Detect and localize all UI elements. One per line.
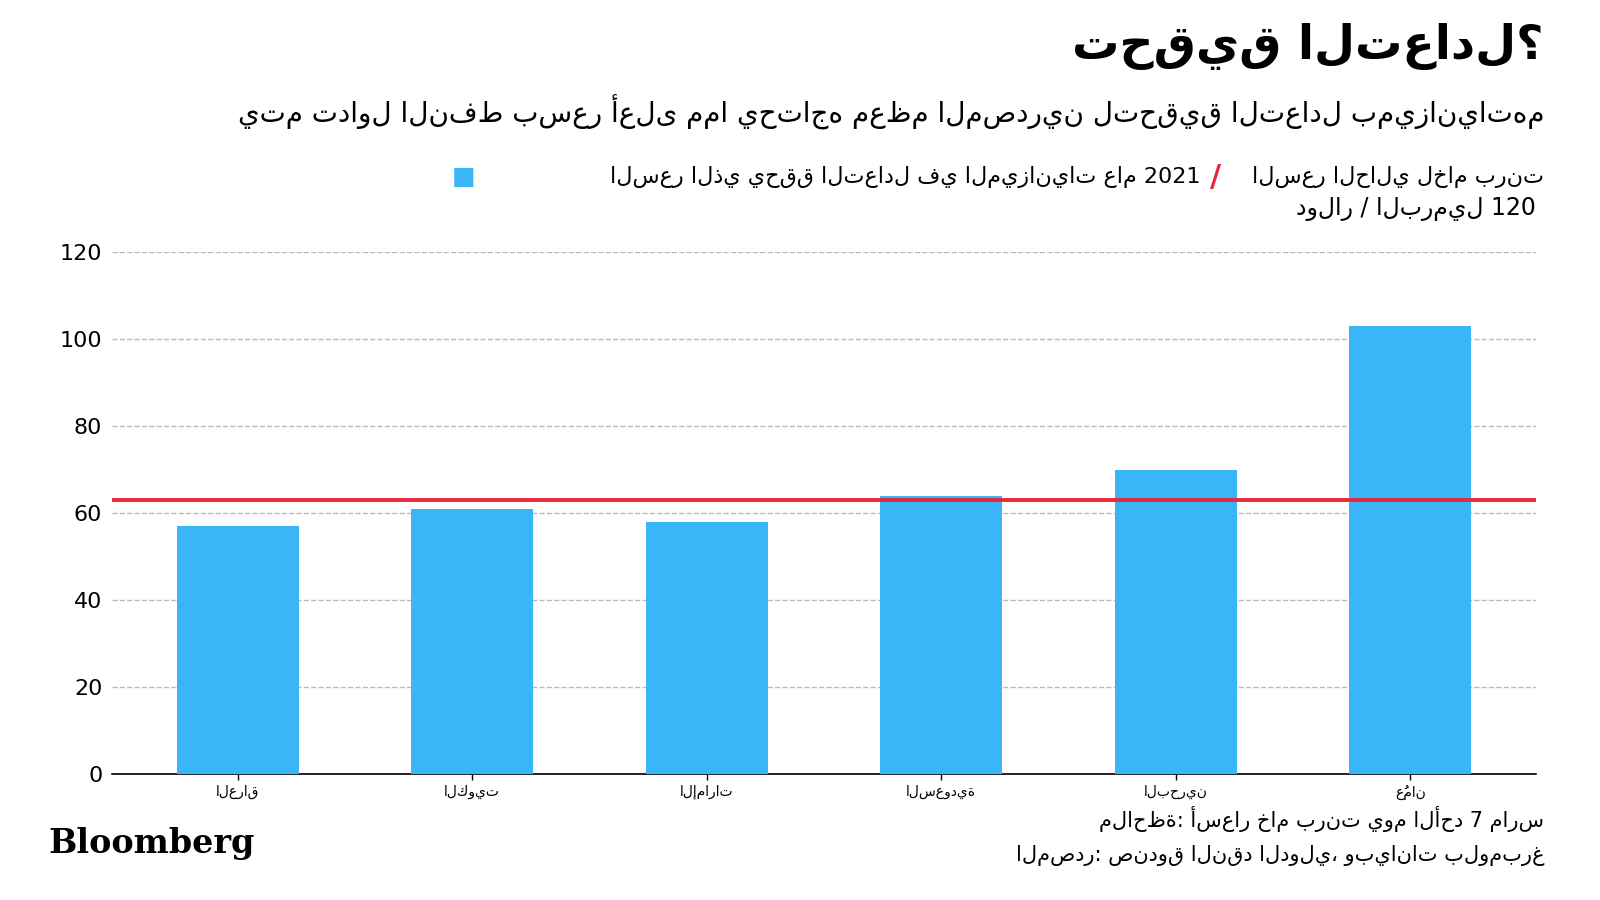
Text: Bloomberg: Bloomberg	[48, 826, 254, 860]
Bar	[880, 496, 1002, 774]
Bar	[411, 508, 533, 774]
Bar	[646, 522, 768, 774]
Text: ■: ■	[453, 166, 475, 189]
Text: /: /	[1211, 163, 1221, 192]
Bar	[1349, 326, 1472, 774]
Bar	[176, 526, 299, 774]
Text: السعر الحالي لخام برنت: السعر الحالي لخام برنت	[1251, 166, 1544, 188]
Text: ملاحظة: أسعار خام برنت يوم الأحد 7 مارس: ملاحظة: أسعار خام برنت يوم الأحد 7 مارس	[1099, 806, 1544, 832]
Text: يتم تداول النفط بسعر أعلى مما يحتاجه معظم المصدرين لتحقيق التعادل بميزانياتهم: يتم تداول النفط بسعر أعلى مما يحتاجه معظ…	[237, 94, 1544, 130]
Text: المصدر: صندوق النقد الدولي، وبيانات بلومبرغ: المصدر: صندوق النقد الدولي، وبيانات بلوم…	[1016, 845, 1544, 866]
Text: السعر الذي يحقق التعادل في الميزانيات عام 2021: السعر الذي يحقق التعادل في الميزانيات عا…	[610, 166, 1200, 188]
Text: دولار / البرميل 120: دولار / البرميل 120	[1296, 197, 1536, 220]
Bar	[1115, 470, 1237, 774]
Text: تحقيق التعادل؟: تحقيق التعادل؟	[1072, 22, 1544, 69]
